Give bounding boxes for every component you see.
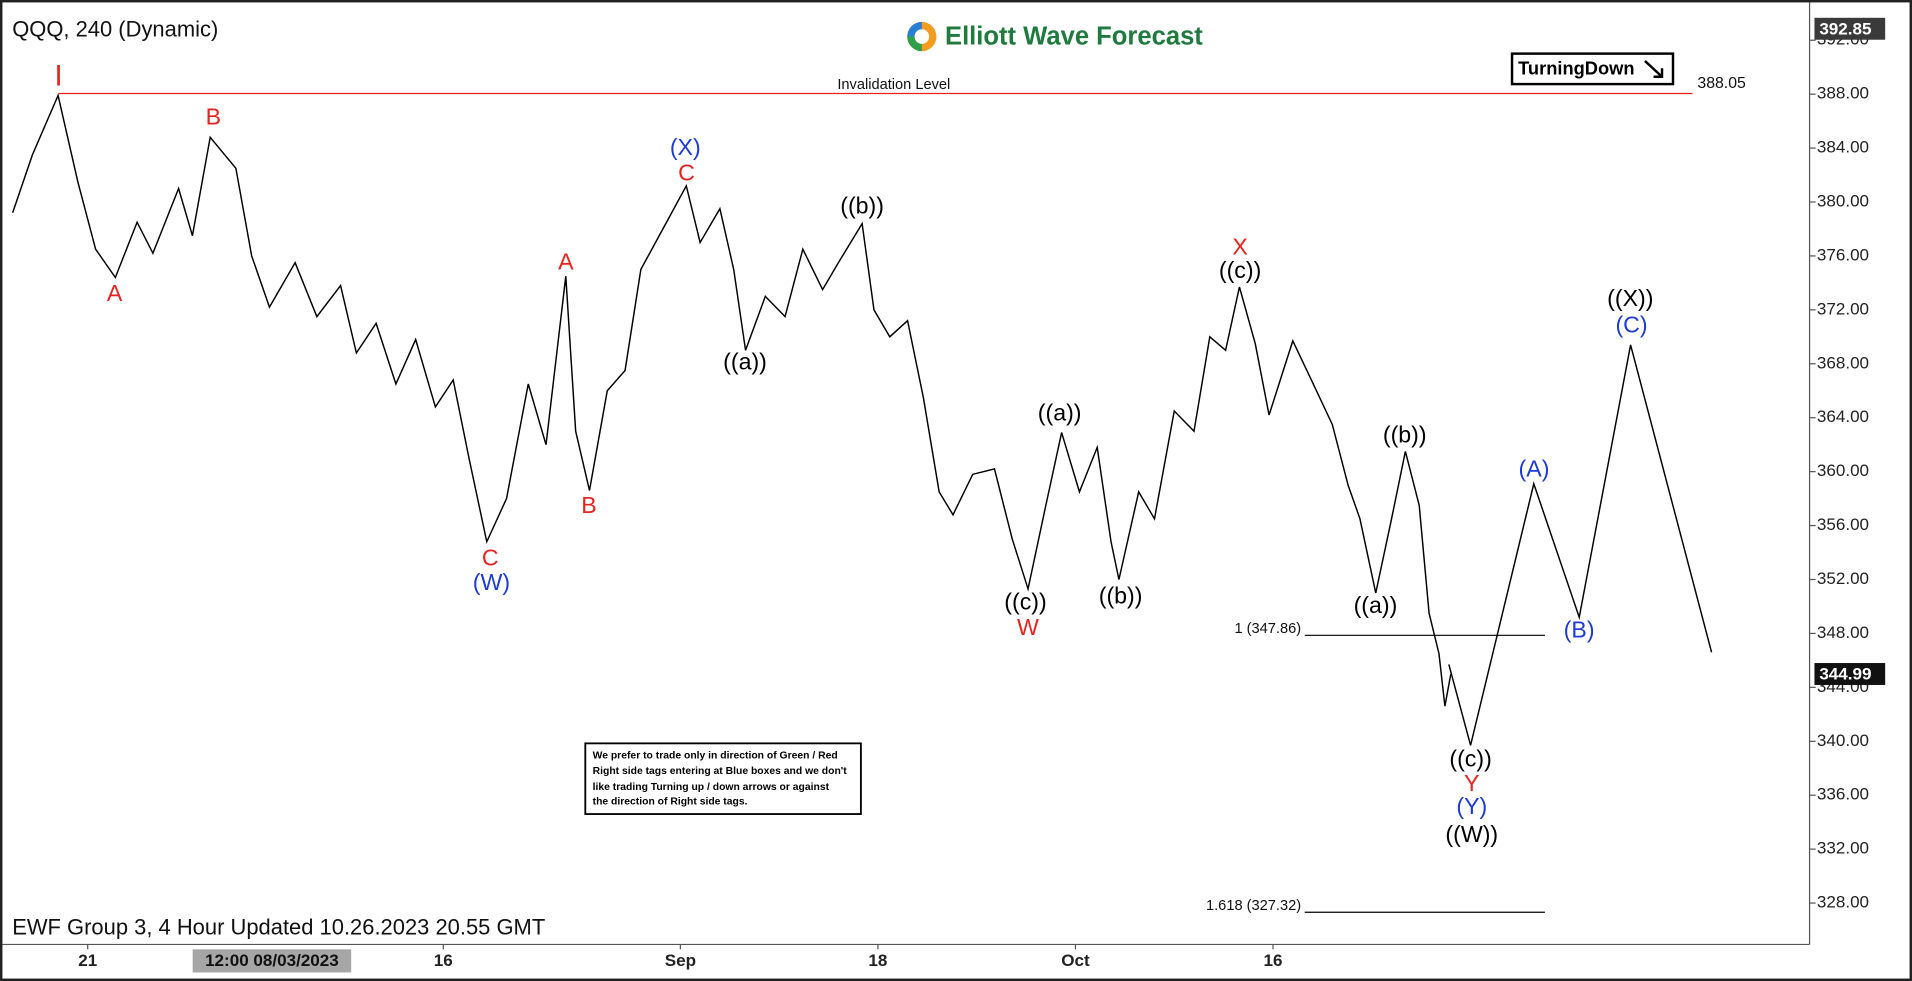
level-label: 1.618 (327.32) [1206,898,1301,914]
wave-label: ((W)) [1445,821,1498,847]
y-tick-label: 388.00 [1817,84,1869,103]
note-box [584,742,862,815]
y-tick-label: 348.00 [1817,623,1869,642]
wave-label: C [482,544,499,570]
level-label: 1 (347.86) [1234,621,1301,637]
wave-label: ((a)) [1038,399,1082,425]
y-tick-label: 336.00 [1817,785,1869,804]
high-price-box [1814,17,1886,40]
wave-label: ((X)) [1607,285,1653,311]
x-tick-label: 16 [1264,951,1283,970]
high-price: 392.85 [1819,19,1871,38]
note-line: We prefer to trade only in direction of … [593,750,838,761]
note-line: Right side tags entering at Blue boxes a… [593,766,848,777]
y-tick-label: 384.00 [1817,138,1869,157]
wave-label: C [678,159,695,185]
cursor-label: 12:00 08/03/2023 [205,951,339,970]
wave-label: A [558,248,574,274]
wave-label: (X) [670,134,701,160]
note-line: the direction of Right side tags. [593,797,748,808]
logo: Elliott Wave Forecast [907,21,1203,52]
y-tick-label: 352.00 [1817,569,1869,588]
wave-label: X [1232,234,1247,260]
wave-label: W [1017,614,1039,640]
y-tick-label: 380.00 [1817,192,1869,211]
wave-label: ((a)) [723,348,767,374]
badge-text: TurningDown [1518,57,1634,78]
note: We prefer to trade only in direction of … [584,742,862,815]
wave-label: (A) [1519,456,1550,482]
badge-arrow [1644,60,1664,78]
wave-label: I [54,61,62,93]
wave-label: ((b)) [1383,421,1427,447]
price-line [11,93,1452,707]
level-name: Invalidation Level [837,77,950,93]
x-tick-label: 21 [78,951,97,970]
x-tick-label: 16 [434,951,453,970]
y-tick-label: 368.00 [1817,353,1869,372]
y-tick-label: 372.00 [1817,299,1869,318]
footer: EWF Group 3, 4 Hour Updated 10.26.2023 2… [12,914,545,939]
wave-label: ((a)) [1354,592,1398,618]
badge: TurningDown [1510,52,1675,86]
cursor-label-box [192,949,352,973]
last-price: 344.99 [1819,665,1871,684]
x-tick-label: Sep [665,951,696,970]
wave-label: Y [1464,770,1479,796]
y-tick-label: 356.00 [1817,515,1869,534]
logo-center [914,29,930,44]
y-tick-label: 376.00 [1817,245,1869,264]
y-tick-label: 360.00 [1817,461,1869,480]
badge-box [1510,52,1675,86]
wave-label: ((b)) [840,192,884,218]
wave-label: B [206,103,221,129]
x-tick-label: Oct [1061,951,1090,970]
wave-label: (C) [1615,312,1647,338]
wave-label: ((c)) [1219,257,1261,283]
wave-label: ((c)) [1449,746,1491,772]
level-value-label: 388.05 [1697,75,1746,92]
wave-label: ((b)) [1099,582,1143,608]
y-tick-label: 364.00 [1817,407,1869,426]
wave-label: (W) [473,569,510,595]
y-tick-label: 328.00 [1817,893,1869,912]
brand: Elliott Wave Forecast [945,23,1203,51]
wave-label: (B) [1564,616,1595,642]
x-tick-label: 18 [868,951,887,970]
wave-label: ((c)) [1004,588,1046,614]
last-price-box [1814,663,1886,685]
price-line [1448,344,1713,746]
chart-title: QQQ, 240 (Dynamic) [12,16,218,41]
y-tick-label: 340.00 [1817,731,1869,750]
note-line: like trading Turning up / down arrows or… [593,782,830,793]
wave-label: A [107,280,123,306]
wave-label: (Y) [1456,793,1487,819]
y-tick-label: 332.00 [1817,839,1869,858]
wave-label: B [581,492,596,518]
